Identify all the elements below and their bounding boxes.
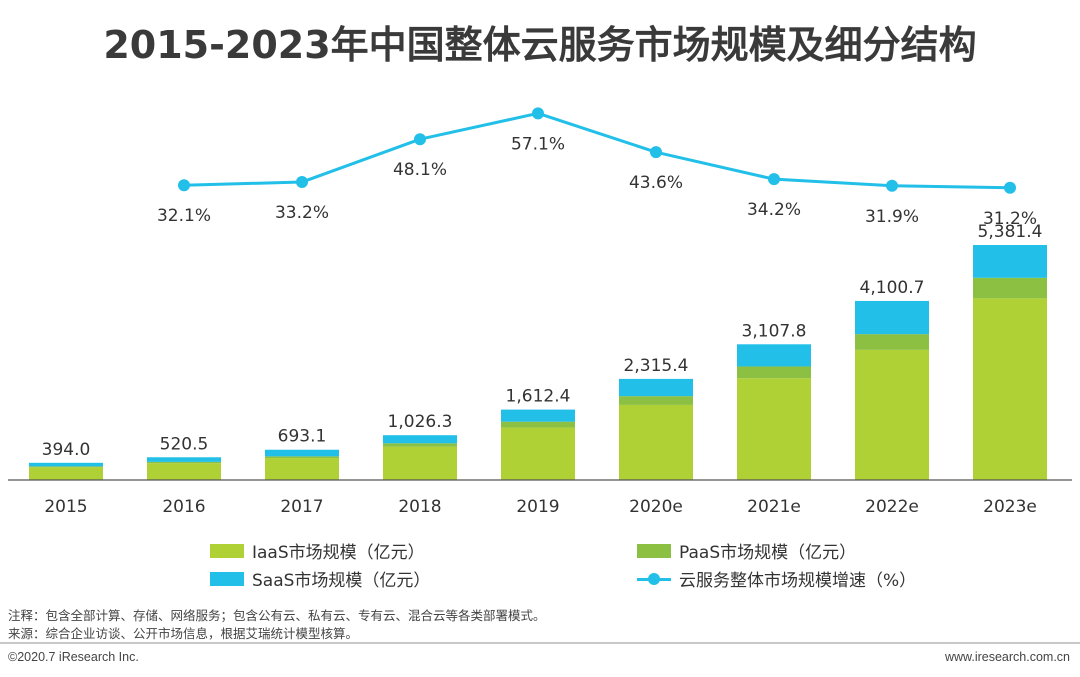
bar-iaas — [855, 349, 929, 480]
footer-url: www.iresearch.com.cn — [944, 650, 1070, 664]
bar-saas — [737, 344, 811, 367]
legend-saas-swatch — [210, 571, 244, 586]
bar-saas — [147, 457, 221, 462]
legend-iaas-swatch — [210, 543, 244, 558]
growth-label: 43.6% — [629, 173, 683, 193]
stacked-bar-line-chart: 394.0 2015 520.5 2016 693.1 2017 1,026.3 2018 1,… — [8, 107, 1072, 517]
growth-label: 34.2% — [747, 200, 801, 220]
bar-saas — [265, 449, 339, 457]
growth-label: 31.2% — [983, 209, 1037, 229]
x-tick-label: 2023e — [983, 497, 1037, 517]
bar-saas — [501, 409, 575, 422]
bar-paas — [973, 277, 1047, 299]
legend-paas: PaaS市场规模（亿元） — [637, 538, 856, 563]
growth-point — [768, 173, 780, 186]
growth-point — [886, 179, 898, 192]
bar-total-label: 4,100.7 — [860, 278, 925, 298]
growth-point — [414, 133, 426, 146]
growth-label: 57.1% — [511, 134, 565, 154]
growth-point — [650, 146, 662, 159]
note-text: 注释：包含全部计算、存储、网络服务；包含公有云、私有云、专有云、混合云等各类部署… — [8, 608, 546, 623]
growth-line — [183, 111, 1011, 190]
bar-saas — [619, 378, 693, 397]
x-tick-label: 2016 — [162, 497, 205, 517]
source-text: 来源：综合企业访谈、公开市场信息，根据艾瑞统计模型核算。 — [8, 626, 359, 641]
x-tick-label: 2017 — [280, 497, 323, 517]
legend-paas-label: PaaS市场规模（亿元） — [679, 543, 857, 563]
bar-total-label: 1,026.3 — [388, 412, 453, 432]
x-tick-label: 2022e — [865, 497, 919, 517]
bar-saas — [973, 245, 1047, 278]
bar-saas — [383, 435, 457, 444]
bar-saas — [29, 462, 103, 467]
bar-iaas — [265, 458, 339, 480]
growth-point — [178, 179, 190, 192]
bar-paas — [265, 456, 339, 459]
bar-iaas — [383, 446, 457, 480]
footer-copyright: ©2020.7 iResearch Inc. — [8, 650, 139, 664]
x-tick-label: 2018 — [398, 497, 441, 517]
bar-iaas — [147, 463, 221, 480]
legend-growth-label: 云服务整体市场规模增速（%） — [679, 571, 917, 591]
bar-total-label: 5,381.4 — [978, 222, 1043, 242]
legend-growth: 云服务整体市场规模增速（%） — [637, 566, 916, 591]
growth-label: 32.1% — [157, 206, 211, 226]
bar-paas — [501, 421, 575, 428]
bar-total-label: 3,107.8 — [742, 321, 807, 341]
x-tick-label: 2020e — [629, 497, 683, 517]
legend-iaas: IaaS市场规模（亿元） — [210, 538, 425, 563]
footer-divider — [0, 642, 1080, 644]
legend-saas: SaaS市场规模（亿元） — [210, 566, 430, 591]
x-tick-label: 2015 — [44, 497, 87, 517]
bar-paas — [383, 443, 457, 447]
bar-iaas — [973, 298, 1047, 480]
bar-saas — [855, 300, 929, 335]
bar-total-label: 394.0 — [42, 440, 91, 460]
bar-total-label: 693.1 — [278, 427, 327, 447]
bar-paas — [855, 334, 929, 350]
bar-paas — [29, 466, 103, 468]
bar-total-label: 1,612.4 — [506, 387, 571, 407]
legend-saas-label: SaaS市场规模（亿元） — [252, 571, 431, 591]
bar-iaas — [29, 467, 103, 480]
bar-iaas — [619, 404, 693, 480]
bar-paas — [619, 396, 693, 405]
legend-growth-swatch — [637, 572, 671, 586]
bar-total-label: 520.5 — [160, 434, 209, 454]
growth-point — [296, 176, 308, 189]
bar-paas — [737, 366, 811, 379]
x-tick-label: 2021e — [747, 497, 801, 517]
growth-label: 31.9% — [865, 207, 919, 227]
x-tick-label: 2019 — [516, 497, 559, 517]
legend-iaas-label: IaaS市场规模（亿元） — [252, 543, 425, 563]
bar-paas — [147, 461, 221, 464]
bar-iaas — [737, 378, 811, 480]
bar-total-label: 2,315.4 — [624, 356, 689, 376]
page-title: 2015-2023年中国整体云服务市场规模及细分结构 — [103, 23, 977, 67]
growth-point — [1004, 181, 1016, 194]
bar-iaas — [501, 427, 575, 480]
growth-label: 48.1% — [393, 160, 447, 180]
growth-point — [532, 107, 544, 120]
growth-label: 33.2% — [275, 203, 329, 223]
legend-paas-swatch — [637, 543, 671, 558]
